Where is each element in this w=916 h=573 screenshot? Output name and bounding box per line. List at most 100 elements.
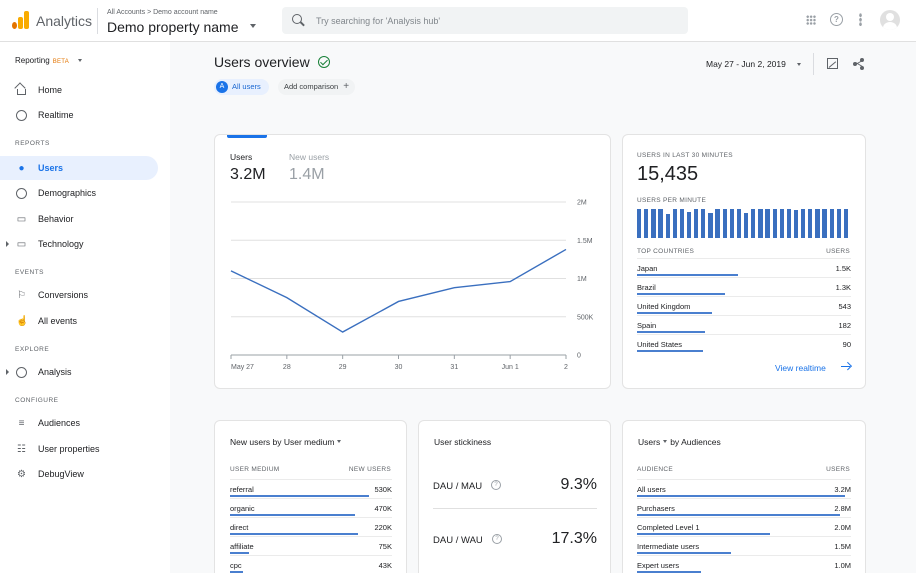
table-row[interactable]: Japan 1.5K	[637, 258, 851, 277]
row-label: affiliate	[230, 542, 254, 551]
row-value: 470K	[374, 504, 392, 513]
more-vert-icon[interactable]	[859, 13, 862, 26]
sidebar-item-user-properties[interactable]: ☷ User properties	[0, 437, 158, 461]
section-heading-events: EVENTS	[15, 269, 45, 276]
plus-icon: +	[343, 81, 350, 92]
table-row[interactable]: referral 530K	[230, 479, 392, 498]
expand-arrow-icon[interactable]	[6, 241, 9, 247]
chevron-down-icon[interactable]	[663, 440, 668, 443]
analytics-logo-icon[interactable]	[12, 11, 29, 29]
add-comparison-button[interactable]: Add comparison +	[278, 79, 356, 95]
row-value: 2.8M	[834, 504, 851, 513]
sidebar-item-label: Technology	[38, 239, 84, 249]
row-label: United Kingdom	[637, 302, 691, 311]
table-row[interactable]: Intermediate users 1.5M	[637, 536, 851, 555]
table-row[interactable]: Brazil 1.3K	[637, 277, 851, 296]
devices-icon: ▭	[16, 239, 27, 250]
per-minute-bar	[843, 209, 849, 238]
sidebar: Reporting BETA Home Realtime REPORTS ● Us…	[0, 42, 170, 573]
row-label: organic	[230, 504, 255, 513]
sidebar-item-conversions[interactable]: ⚐ Conversions	[0, 283, 158, 307]
column-header: USERS	[826, 466, 850, 473]
sidebar-item-audiences[interactable]: ≡ Audiences	[0, 411, 158, 435]
avatar[interactable]	[880, 10, 900, 30]
user-properties-icon: ☷	[17, 444, 26, 455]
row-bar	[637, 571, 702, 573]
person-icon: ●	[18, 163, 25, 174]
app-name[interactable]: Analytics	[36, 13, 93, 29]
sidebar-item-users[interactable]: ● Users	[0, 156, 158, 180]
sidebar-item-home[interactable]: Home	[0, 78, 158, 102]
per-minute-bar	[822, 209, 827, 238]
table-row[interactable]: affiliate 75K	[230, 536, 392, 555]
users-series-line	[230, 248, 567, 333]
tab-new-users[interactable]: New users	[289, 152, 330, 162]
breadcrumb[interactable]: All Accounts > Demo account name	[107, 9, 218, 16]
row-value: 43K	[378, 561, 392, 570]
verified-check-icon	[318, 56, 330, 68]
table-row[interactable]: All users 3.2M	[637, 479, 851, 498]
reporting-label: Reporting	[15, 56, 50, 65]
users-per-minute-bars	[637, 209, 851, 238]
row-value: 90	[842, 340, 851, 349]
touch-icon: ☝	[16, 316, 29, 327]
expand-arrow-icon[interactable]	[6, 369, 9, 375]
table-row[interactable]: Completed Level 1 2.0M	[637, 517, 851, 536]
chevron-down-icon[interactable]	[797, 63, 801, 66]
card-title[interactable]: New users by User medium	[230, 437, 344, 447]
table-row[interactable]: cpc 43K	[230, 555, 392, 573]
row-bar	[637, 533, 770, 535]
row-value: 543	[838, 302, 851, 311]
flag-icon: ⚐	[17, 290, 26, 301]
view-realtime-link[interactable]: View realtime	[775, 363, 826, 373]
chevron-down-icon[interactable]	[337, 440, 342, 443]
table-row[interactable]: organic 470K	[230, 498, 392, 517]
search-input[interactable]	[282, 7, 688, 34]
x-tick-label: 31	[450, 364, 458, 371]
help-icon[interactable]: ?	[492, 534, 502, 544]
customize-report-icon[interactable]	[827, 58, 838, 69]
property-selector[interactable]: Demo property name	[107, 19, 239, 35]
table-row[interactable]: direct 220K	[230, 517, 392, 536]
sidebar-item-technology[interactable]: ▭ Technology	[0, 232, 158, 256]
chevron-down-icon[interactable]	[78, 59, 82, 62]
card-title[interactable]: Users by Audiences	[638, 437, 721, 447]
table-row[interactable]: Spain 182	[637, 315, 851, 334]
date-range-picker[interactable]: May 27 - Jun 2, 2019	[706, 59, 786, 69]
globe-icon	[16, 188, 27, 199]
table-row[interactable]: United Kingdom 543	[637, 296, 851, 315]
per-minute-bar	[708, 213, 713, 238]
y-tick-label: 1M	[577, 276, 587, 283]
row-value: 2.0M	[834, 523, 851, 532]
sidebar-item-debugview[interactable]: ⚙ DebugView	[0, 462, 158, 486]
row-bar	[230, 495, 370, 497]
per-minute-bar	[644, 209, 649, 238]
sidebar-item-all-events[interactable]: ☝ All events	[0, 309, 158, 333]
help-icon[interactable]: ?	[491, 480, 501, 490]
apps-grid-icon[interactable]	[806, 15, 816, 25]
share-icon[interactable]	[853, 58, 864, 70]
arrow-forward-icon[interactable]	[841, 366, 850, 368]
sidebar-item-demographics[interactable]: Demographics	[0, 181, 158, 205]
sidebar-item-realtime[interactable]: Realtime	[0, 103, 158, 127]
sidebar-item-analysis[interactable]: Analysis	[0, 360, 158, 384]
row-label: referral	[230, 485, 254, 494]
row-label: United States	[637, 340, 683, 349]
table-row[interactable]: Expert users 1.0M	[637, 555, 851, 573]
row-label: cpc	[230, 561, 242, 570]
section-heading-explore: EXPLORE	[15, 346, 50, 353]
user-stickiness-card: User stickiness DAU / MAU ? 9.3% DAU / W…	[418, 420, 611, 573]
table-row[interactable]: Purchasers 2.8M	[637, 498, 851, 517]
row-value: 1.0M	[834, 561, 851, 570]
tab-users[interactable]: Users	[230, 152, 253, 162]
search-icon	[292, 14, 302, 24]
help-icon[interactable]: ?	[830, 13, 843, 26]
table-row[interactable]: United States 90	[637, 334, 851, 353]
all-users-chip[interactable]: A All users	[214, 79, 269, 95]
realtime-card: USERS IN LAST 30 MINUTES 15,435 USERS PE…	[622, 134, 866, 389]
reporting-selector[interactable]: Reporting BETA	[15, 56, 69, 65]
chevron-down-icon[interactable]	[250, 24, 256, 28]
column-header: NEW USERS	[348, 466, 391, 473]
sidebar-item-behavior[interactable]: ▭ Behavior	[0, 207, 158, 231]
beta-badge: BETA	[52, 59, 70, 65]
